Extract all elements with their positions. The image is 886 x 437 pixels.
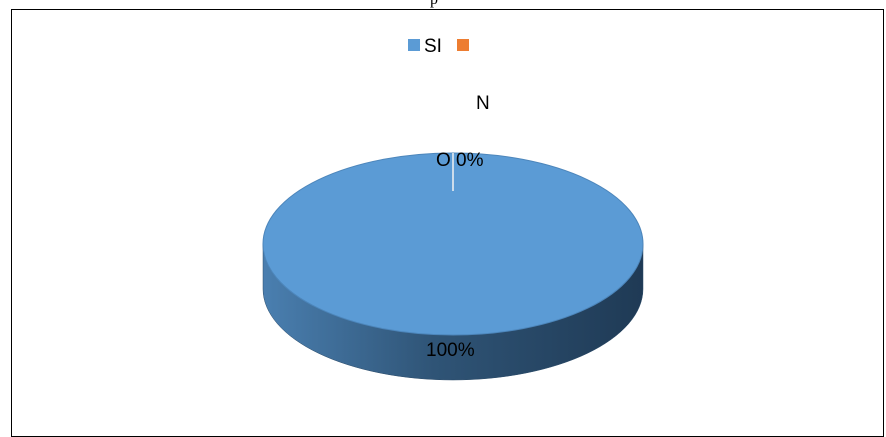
data-label-no-line2: O 0% [436,150,484,171]
data-label-si: 100% [426,340,475,361]
legend-swatch-no [457,39,469,51]
clipped-heading-fragment: p [430,0,438,9]
data-label-no-line1: N [476,93,490,114]
legend-label-si: SI [424,36,442,57]
legend-swatch-si [408,39,420,51]
